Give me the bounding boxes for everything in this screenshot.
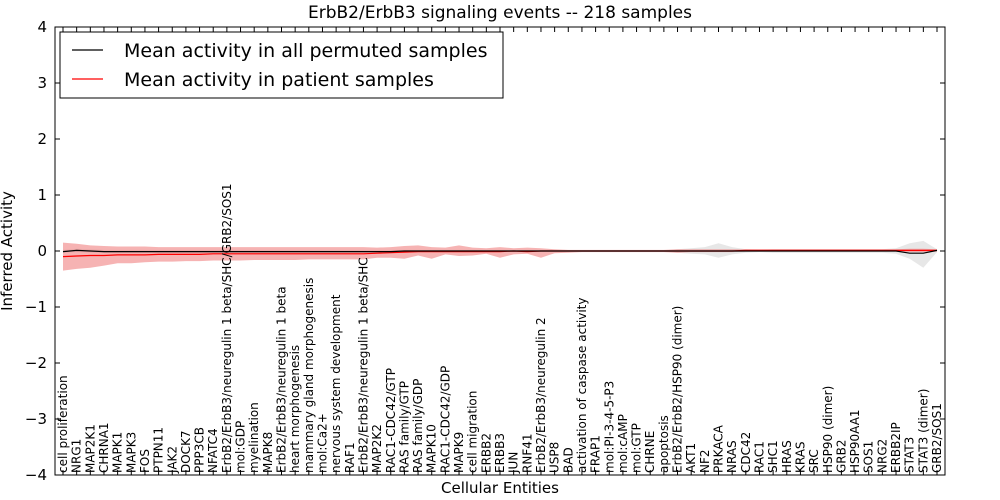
- x-tick-label: cell migration: [466, 391, 480, 473]
- y-tick-label: 4: [37, 18, 47, 36]
- x-tick-label: MAPK8: [261, 432, 275, 473]
- x-tick-label: AKT1: [684, 443, 698, 473]
- x-tick-label: mol:GTP: [630, 423, 644, 473]
- x-tick-label: PPP3CB: [193, 427, 207, 473]
- x-tick-label: NFATC4: [206, 428, 220, 473]
- x-tick-label: NF2: [698, 449, 712, 473]
- y-tick-label: −3: [25, 410, 47, 428]
- x-tick-label: ErbB2/ErbB3/neuregulin 1 beta/SHC/GRB2/S…: [220, 183, 234, 473]
- x-tick-label: JUN: [507, 452, 521, 474]
- x-tick-label: MAPK10: [425, 424, 439, 473]
- x-tick-label: SOS1: [862, 441, 876, 473]
- x-tick-label: RAF1: [343, 442, 357, 473]
- x-tick-label: MAP2K2: [370, 424, 384, 473]
- x-tick-label: MAPK9: [452, 432, 466, 473]
- x-tick-label: PRKACA: [712, 424, 726, 473]
- series-line-0: [62, 249, 938, 254]
- x-tick-label: PTPN11: [152, 427, 166, 473]
- x-tick-label: RAS family/GDP: [411, 379, 425, 473]
- x-tick-label: STAT3 (dimer): [916, 389, 930, 473]
- x-tick-label: ErbB2/ErbB3/neuregulin 2: [534, 317, 548, 473]
- x-tick-label: activation of caspase activity: [575, 298, 589, 473]
- x-tick-label: mammary gland morphogenesis: [302, 278, 316, 473]
- x-tick-label: FOS: [138, 449, 152, 473]
- x-tick-label: BAD: [561, 447, 575, 473]
- x-tick-label: ErbB2/ErbB3/neuregulin 1 beta/SHC: [356, 257, 370, 473]
- x-tick-label: heart morphogenesis: [288, 345, 302, 473]
- x-tick-label: ErbB2/ErbB3/neuregulin 1 beta: [275, 286, 289, 473]
- y-tick-label: 0: [37, 242, 47, 260]
- x-tick-label: RAC1: [753, 441, 767, 473]
- x-tick-label: STAT3: [903, 437, 917, 473]
- x-tick-label: apoptosis: [657, 415, 671, 473]
- y-axis-label: Inferred Activity: [0, 191, 16, 311]
- x-tick-label: mol:Ca2+: [316, 413, 330, 473]
- y-tick-label: −4: [25, 466, 47, 484]
- x-tick-label: nervous system development: [329, 294, 343, 473]
- x-tick-label: GRB2/SOS1: [930, 403, 944, 473]
- x-tick-label: ERBB2IP: [889, 422, 903, 473]
- x-tick-label: RAC1-CDC42/GDP: [438, 366, 452, 473]
- plot-frame: [54, 26, 946, 476]
- x-tick-label: CHRNA1: [97, 422, 111, 473]
- series-band-1: [63, 242, 937, 271]
- x-axis-label: Cellular Entities: [441, 479, 559, 497]
- x-tick-label: MAPK1: [111, 432, 125, 473]
- x-tick-label: cell proliferation: [56, 375, 70, 473]
- x-tick-label: ERBB3: [493, 433, 507, 473]
- x-tick-label: MAP2K1: [83, 424, 97, 473]
- x-tick-label: GRB2: [834, 439, 848, 473]
- x-tick-label: FRAP1: [589, 435, 603, 473]
- legend: Mean activity in all permuted samples Me…: [59, 31, 504, 99]
- y-tick-label: −2: [25, 354, 47, 372]
- y-tick-label: 1: [37, 186, 47, 204]
- x-tick-label: SHC1: [766, 440, 780, 473]
- x-tick-label: mol:cAMP: [616, 414, 630, 473]
- x-tick-label: NRAS: [725, 440, 739, 473]
- x-tick-label: HRAS: [780, 440, 794, 473]
- y-tick-label: 3: [37, 74, 47, 92]
- x-tick-label: ErbB2/ErbB2/HSP90 (dimer): [671, 306, 685, 473]
- y-tick-label: −1: [25, 298, 47, 316]
- x-tick-label: CHRNE: [643, 431, 657, 473]
- x-tick-label: RNF41: [520, 434, 534, 474]
- legend-label-permuted: Mean activity in all permuted samples: [124, 40, 487, 62]
- x-tick-label: HSP90 (dimer): [821, 386, 835, 473]
- y-tick-label: 2: [37, 130, 47, 148]
- x-tick-label: mol:PI-3-4-5-P3: [602, 381, 616, 473]
- x-tick-label: SRC: [807, 449, 821, 473]
- series-band-0: [63, 240, 937, 268]
- x-tick-label: NRG1: [70, 439, 84, 473]
- x-tick-label: KRAS: [793, 441, 807, 473]
- x-tick-label: mol:GDP: [234, 421, 248, 473]
- chart-title: ErbB2/ErbB3 signaling events -- 218 samp…: [308, 3, 692, 23]
- legend-label-patient: Mean activity in patient samples: [124, 69, 434, 91]
- x-tick-label: JAK2: [165, 446, 179, 474]
- x-tick-label: NRG2: [875, 439, 889, 473]
- legend-box: [59, 31, 504, 99]
- x-tick-label: ERBB2: [479, 433, 493, 473]
- x-tick-label: HSP90AA1: [848, 409, 862, 473]
- x-tick-label: myelination: [247, 402, 261, 473]
- x-tick-label: RAC1-CDC42/GTP: [384, 368, 398, 473]
- x-tick-label: DOCK7: [179, 430, 193, 473]
- x-tick-label: CDC42: [739, 432, 753, 473]
- x-tick-label: MAPK3: [124, 432, 138, 473]
- x-tick-label: RAS family/GTP: [397, 381, 411, 473]
- x-tick-label: USP8: [548, 442, 562, 473]
